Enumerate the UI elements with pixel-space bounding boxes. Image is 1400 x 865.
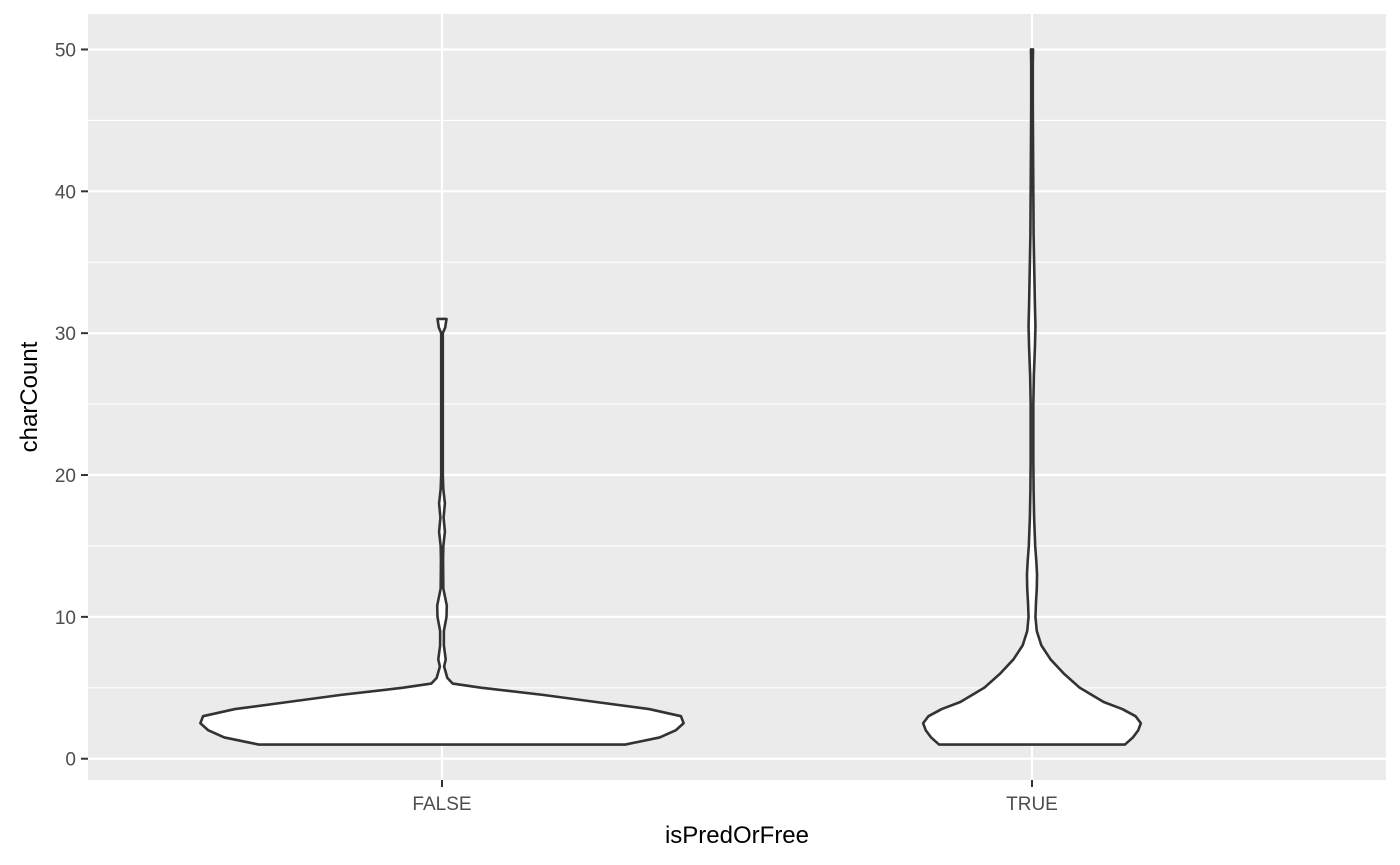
violin-true: [921, 48, 1143, 746]
violin-layer: [199, 48, 1143, 746]
y-tick-label: 20: [55, 466, 76, 487]
y-tick-label: 0: [65, 750, 76, 771]
x-tick-label: FALSE: [412, 794, 471, 815]
minor-gridlines: [88, 119, 1386, 689]
y-tick-label: 30: [55, 324, 76, 345]
y-tick-label: 10: [55, 608, 76, 629]
x-axis: FALSE TRUE: [412, 780, 1058, 815]
y-axis: 0 10 20 30 40 50: [55, 40, 88, 771]
y-tick-label: 50: [55, 40, 76, 61]
y-axis-title: charCount: [16, 341, 43, 452]
violin-false: [199, 317, 685, 746]
plot-panel: [88, 14, 1386, 780]
x-axis-title: isPredOrFree: [665, 822, 809, 849]
y-tick-label: 40: [55, 182, 76, 203]
x-tick-label: TRUE: [1006, 794, 1058, 815]
